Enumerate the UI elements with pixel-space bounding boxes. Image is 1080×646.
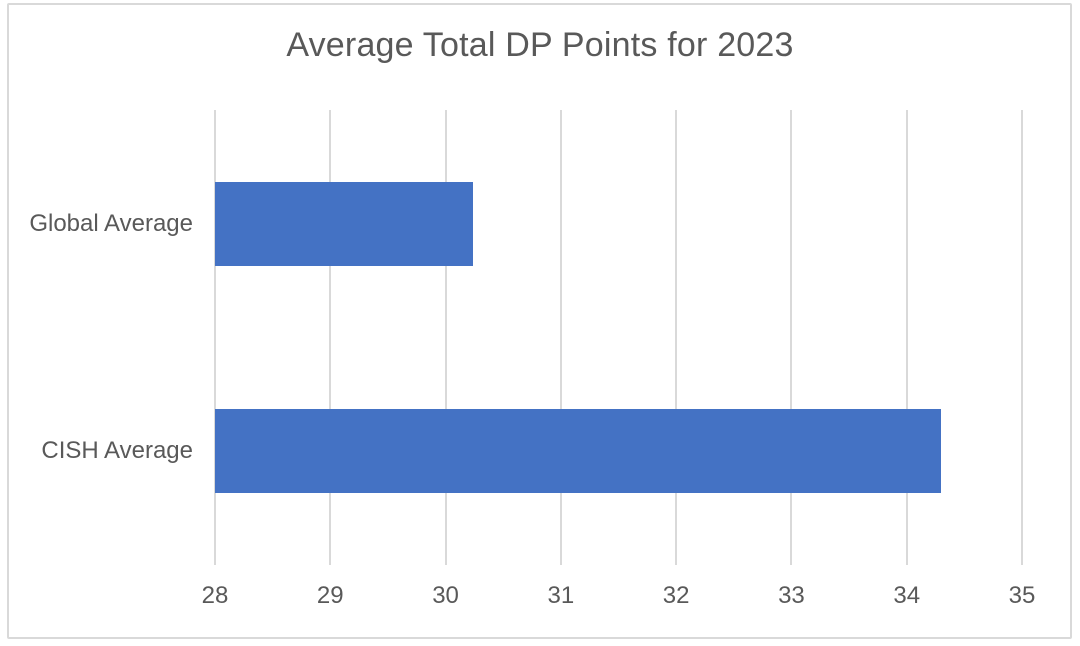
category-axis-labels: Global Average CISH Average: [0, 110, 193, 565]
chart-title: Average Total DP Points for 2023: [286, 26, 794, 64]
bar: [215, 181, 474, 266]
chart-frame: [7, 3, 1072, 639]
x-tick-label: 30: [432, 582, 459, 609]
gridline: [214, 110, 216, 565]
x-tick-label: 32: [662, 582, 690, 609]
x-tick-label: 34: [893, 582, 921, 609]
gridline: [1021, 110, 1023, 565]
x-axis-tick-labels: 28 29 30 31 32 33 34 35: [202, 582, 1036, 622]
x-tick-label: 29: [316, 582, 344, 609]
gridline: [444, 110, 447, 565]
x-tick-label: 35: [1008, 582, 1036, 609]
gridline: [905, 110, 908, 565]
category-label: CISH Average: [41, 437, 193, 465]
x-tick-label: 31: [547, 582, 575, 609]
gridline: [790, 110, 793, 565]
bar: [215, 409, 942, 494]
gridline: [329, 110, 332, 565]
plot-area: [214, 110, 1023, 565]
x-tick-label: 28: [201, 582, 229, 609]
gridline: [675, 110, 678, 565]
gridline: [559, 110, 562, 565]
category-label: Global Average: [29, 209, 193, 237]
x-tick-label: 33: [778, 582, 805, 609]
